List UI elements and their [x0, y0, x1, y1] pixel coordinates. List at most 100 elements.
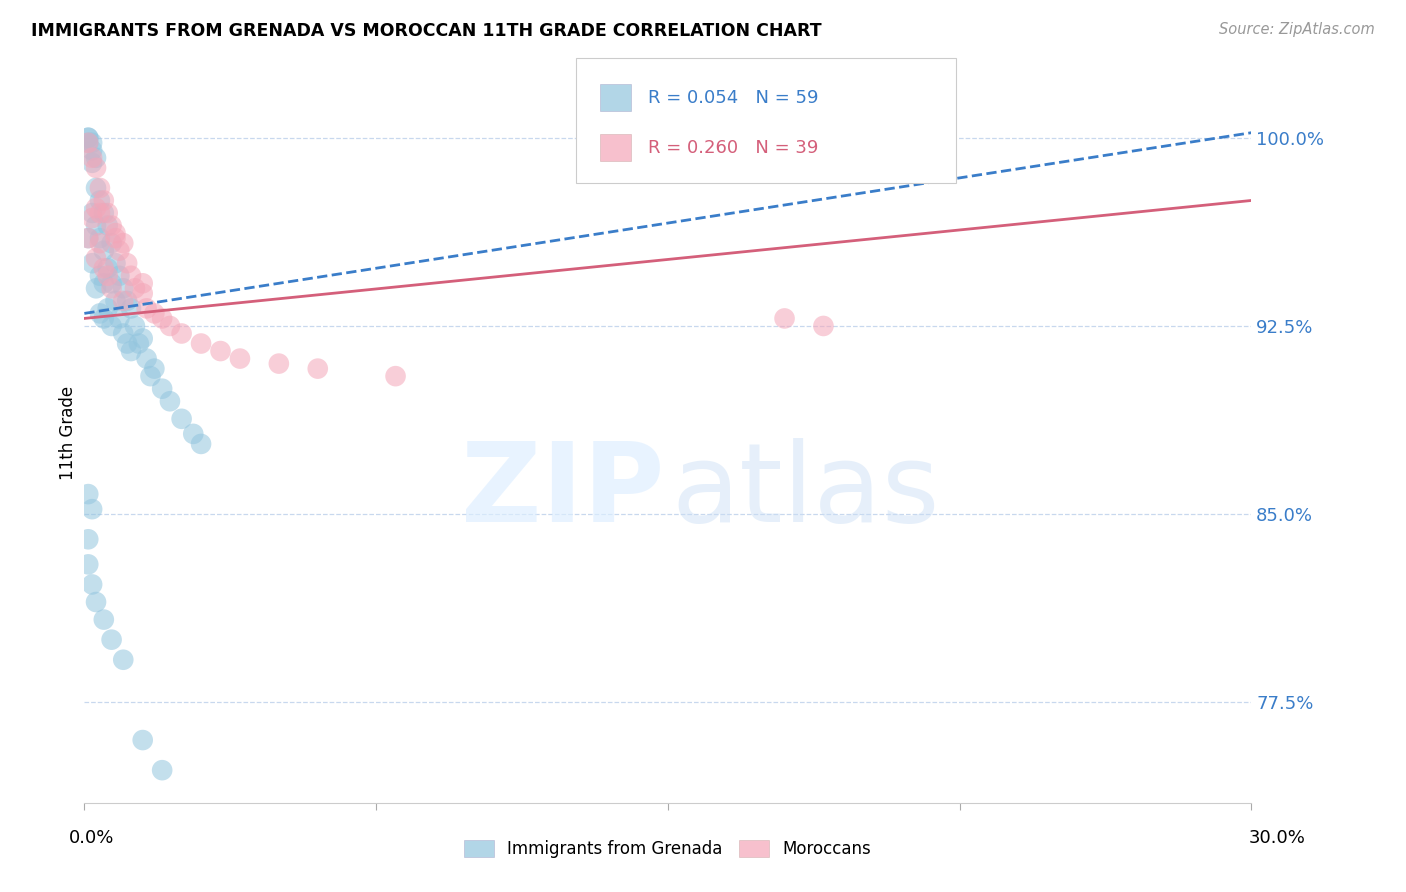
Point [100, 236, 122, 251]
Point [100, 277, 122, 291]
Point [307, 361, 329, 376]
Point [89, 206, 111, 220]
Point [120, 301, 142, 316]
Point [135, 351, 157, 366]
Point [120, 344, 142, 359]
Point [77, 130, 100, 145]
Point [89, 268, 111, 283]
Point [93, 311, 115, 326]
Point [181, 426, 204, 441]
Point [104, 293, 127, 308]
Point [84, 151, 107, 165]
Point [773, 311, 796, 326]
Point [100, 318, 122, 333]
Point [170, 326, 193, 341]
Point [82, 156, 104, 170]
Point [150, 382, 173, 396]
Point [267, 357, 290, 371]
Point [813, 318, 835, 333]
Point [97, 301, 120, 316]
Point [132, 733, 155, 747]
Point [100, 281, 122, 295]
Point [384, 369, 406, 384]
Point [159, 394, 181, 409]
Point [82, 502, 104, 516]
Point [104, 256, 127, 270]
Point [77, 136, 100, 150]
Point [100, 219, 122, 233]
Text: Source: ZipAtlas.com: Source: ZipAtlas.com [1219, 22, 1375, 37]
Point [124, 281, 146, 295]
Point [82, 577, 104, 591]
Point [120, 268, 142, 283]
Text: IMMIGRANTS FROM GRENADA VS MOROCCAN 11TH GRADE CORRELATION CHART: IMMIGRANTS FROM GRENADA VS MOROCCAN 11TH… [31, 22, 821, 40]
Point [93, 613, 115, 627]
Point [77, 558, 100, 572]
Point [82, 211, 104, 225]
Text: atlas: atlas [671, 438, 939, 545]
Point [112, 236, 135, 251]
Text: 0.0%: 0.0% [69, 829, 114, 847]
Point [100, 632, 122, 647]
Point [112, 281, 135, 295]
Point [150, 763, 173, 777]
Point [77, 231, 100, 245]
Point [93, 194, 115, 208]
Point [104, 231, 127, 245]
Point [84, 161, 107, 175]
Point [77, 136, 100, 150]
Point [89, 181, 111, 195]
Point [97, 219, 120, 233]
Point [132, 277, 155, 291]
Point [112, 326, 135, 341]
Point [89, 231, 111, 245]
Point [170, 412, 193, 426]
Point [93, 261, 115, 276]
Text: 30.0%: 30.0% [1249, 829, 1305, 847]
Point [209, 344, 232, 359]
Point [93, 206, 115, 220]
Point [84, 251, 107, 265]
Point [190, 336, 212, 351]
Point [82, 206, 104, 220]
Point [82, 151, 104, 165]
Point [93, 244, 115, 258]
Point [77, 533, 100, 547]
Point [82, 143, 104, 157]
Point [84, 181, 107, 195]
Y-axis label: 11th Grade: 11th Grade [59, 385, 77, 480]
Point [135, 301, 157, 316]
Point [139, 369, 162, 384]
Point [229, 351, 252, 366]
Point [132, 331, 155, 345]
Point [93, 277, 115, 291]
Point [77, 231, 100, 245]
Point [89, 306, 111, 320]
Point [115, 256, 138, 270]
Point [115, 293, 138, 308]
Text: R = 0.054   N = 59: R = 0.054 N = 59 [648, 89, 818, 107]
Point [84, 595, 107, 609]
Point [150, 311, 173, 326]
Text: ZIP: ZIP [461, 438, 665, 545]
Point [97, 261, 120, 276]
Point [143, 306, 166, 320]
Point [108, 244, 131, 258]
Point [82, 136, 104, 150]
Point [108, 268, 131, 283]
Point [97, 268, 120, 283]
Point [89, 236, 111, 251]
Point [112, 653, 135, 667]
Point [84, 281, 107, 295]
Point [77, 487, 100, 501]
Point [108, 311, 131, 326]
Point [159, 318, 181, 333]
Point [104, 226, 127, 240]
Point [124, 318, 146, 333]
Point [143, 361, 166, 376]
Legend: Immigrants from Grenada, Moroccans: Immigrants from Grenada, Moroccans [457, 833, 879, 865]
Point [84, 219, 107, 233]
Text: R = 0.260   N = 39: R = 0.260 N = 39 [648, 138, 818, 157]
Point [115, 336, 138, 351]
Point [190, 437, 212, 451]
